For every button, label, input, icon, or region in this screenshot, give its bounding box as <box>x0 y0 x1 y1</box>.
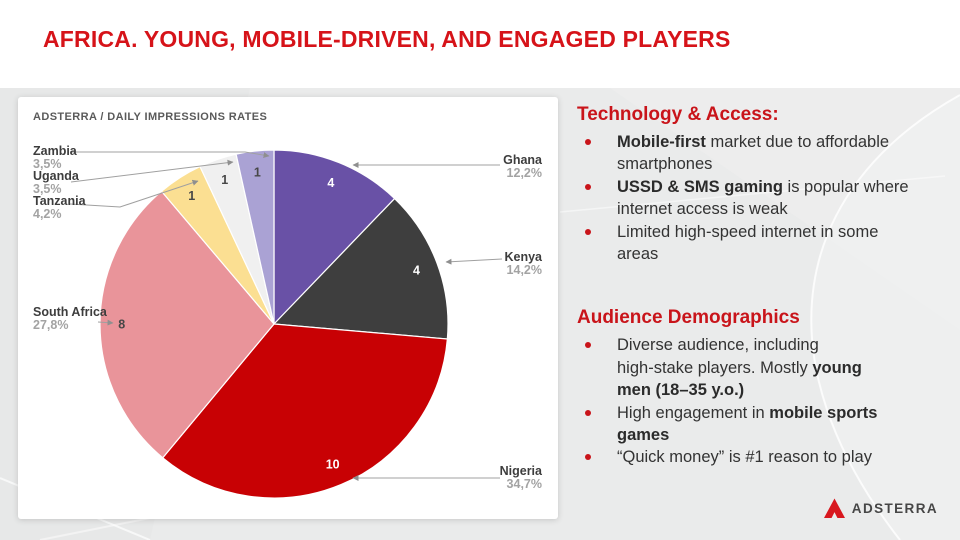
list-item: “Quick money” is #1 reason to play <box>577 446 951 468</box>
pie-chart-svg: 4 4 10 8 1 1 1 <box>69 149 503 499</box>
pie-value-label: 8 <box>118 318 125 332</box>
list-item: Diverse audience, including high-stake pl… <box>577 334 951 401</box>
pie-slice-zambia[interactable] <box>235 149 275 325</box>
list-item: Mobile-first market due to affordable sma… <box>577 131 951 176</box>
bullet-icon <box>585 454 591 461</box>
bullet-icon <box>585 139 591 145</box>
text-column: Technology & Access: Mobile-first market… <box>577 104 951 469</box>
adsterra-logo-icon <box>823 498 845 518</box>
bullet-icon <box>585 342 591 349</box>
pie-slice-nigeria[interactable] <box>161 323 449 499</box>
pie-value-label: 4 <box>413 263 420 277</box>
list-item: High engagement in mobile sports games <box>577 402 951 447</box>
bullet-text: Diverse audience, including high-stake pl… <box>617 336 862 400</box>
page-title: AFRICA. YOUNG, MOBILE-DRIVEN, AND ENGAGE… <box>43 26 731 52</box>
list-item: USSD & SMS gaming is popular where intern… <box>577 176 951 221</box>
pie-label-zambia: Zambia 3,5% <box>33 144 77 171</box>
pie-value-label: 1 <box>254 166 261 180</box>
bullet-text: Limited high-speed internet in some areas <box>617 222 879 264</box>
bullet-icon <box>585 409 591 416</box>
pie-label-nigeria: Nigeria 34,7% <box>499 464 542 491</box>
leader-kenya <box>445 258 503 265</box>
section-heading-technology: Technology & Access: <box>577 104 779 125</box>
adsterra-logo-text: ADSTERRA <box>851 501 938 516</box>
bullet-text: USSD & SMS gaming is popular where intern… <box>617 177 909 219</box>
leader-uganda <box>70 159 234 183</box>
list-item: Limited high-speed internet in some areas <box>577 221 951 266</box>
bullet-icon <box>585 228 591 235</box>
leader-south-africa <box>97 319 114 326</box>
leader-tanzania <box>69 179 199 208</box>
pie-value-label: 10 <box>326 458 340 472</box>
leader-lines <box>69 151 503 481</box>
bullet-icon <box>585 183 591 190</box>
bullet-text: “Quick money” is #1 reason to play <box>617 448 872 467</box>
pie-value-label: 1 <box>188 189 195 203</box>
pie-label-tanzania: Tanzania 4,2% <box>33 194 86 221</box>
pie-value-label: 4 <box>327 176 334 190</box>
bullet-text: High engagement in mobile sports games <box>617 403 878 445</box>
pie-slice-kenya[interactable] <box>272 197 449 340</box>
pie-slice-ghana[interactable] <box>273 149 396 326</box>
pie-label-ghana: Ghana 12,2% <box>503 153 542 180</box>
adsterra-logo: ADSTERRA <box>823 498 938 519</box>
leader-zambia <box>70 151 270 159</box>
chart-panel: ADSTERRA / DAILY IMPRESSIONS RATES 4 4 10 8… <box>18 97 558 519</box>
pie-label-uganda: Uganda 3,5% <box>33 169 79 196</box>
bullet-text: Mobile-first market due to affordable sma… <box>617 133 890 174</box>
chart-title: ADSTERRA / DAILY IMPRESSIONS RATES <box>33 111 268 123</box>
pie-label-kenya: Kenya 14,2% <box>504 250 542 277</box>
audience-bullet-list: Diverse audience, including high-stake pl… <box>577 334 951 468</box>
pie-value-label: 1 <box>221 173 228 187</box>
pie-label-south-africa: South Africa 27,8% <box>33 305 107 332</box>
pie-slices: 4 4 10 8 1 1 1 <box>99 149 449 499</box>
pie-slice-south-africa[interactable] <box>99 190 275 459</box>
technology-bullet-list: Mobile-first market due to affordable sma… <box>577 131 951 265</box>
section-heading-audience: Audience Demographics <box>577 307 800 329</box>
